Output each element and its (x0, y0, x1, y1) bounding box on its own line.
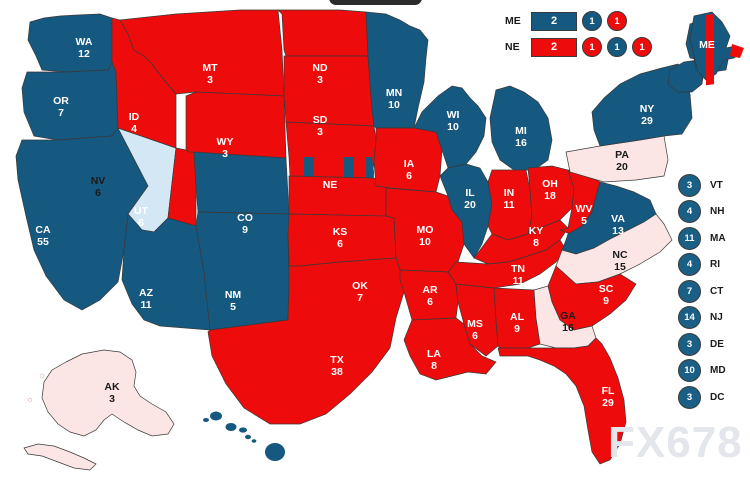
small-state-votes-NJ: 14 (678, 306, 701, 330)
legend-district-NE-3[interactable]: 1 (632, 37, 652, 57)
legend-district-NE-2[interactable]: 1 (607, 37, 627, 57)
legend-district-ME-1[interactable]: 1 (582, 11, 602, 31)
small-state-votes-MD: 10 (678, 359, 701, 383)
ne-district-stripes (304, 157, 374, 182)
state-OR[interactable] (22, 62, 118, 140)
state-NE[interactable] (286, 118, 376, 182)
legend-statewide-votes-NE[interactable]: 2 (531, 37, 577, 57)
me-accent-tip (730, 44, 744, 58)
top-toolbar-pill (329, 0, 422, 5)
small-state-row-MD[interactable]: 10 MD (678, 358, 726, 385)
state-SD[interactable] (284, 56, 374, 126)
small-state-row-DC[interactable]: 3 DC (678, 384, 726, 411)
small-state-abbr-VT: VT (710, 179, 723, 191)
legend-label-NE: NE (505, 41, 520, 53)
me-district-stripe (706, 14, 714, 86)
small-state-abbr-NH: NH (710, 206, 725, 218)
small-state-votes-CT: 7 (678, 279, 701, 303)
state-MI[interactable] (490, 86, 552, 170)
small-state-row-RI[interactable]: 4 RI (678, 252, 726, 279)
small-state-abbr-CT: CT (710, 285, 724, 297)
state-CA[interactable] (16, 128, 148, 310)
state-IL[interactable] (440, 164, 492, 258)
legend-statewide-votes-ME[interactable]: 2 (531, 11, 577, 31)
state-IN[interactable] (488, 170, 532, 240)
small-state-row-DE[interactable]: 3 DE (678, 331, 726, 358)
small-state-votes-DC: 3 (678, 385, 701, 409)
small-state-votes-RI: 4 (678, 253, 701, 277)
small-state-abbr-MA: MA (710, 232, 726, 244)
state-NY[interactable] (592, 64, 692, 146)
legend-row-NE: NE 2 1 1 1 (505, 36, 657, 58)
legend-label-ME: ME (505, 15, 521, 27)
small-state-abbr-MD: MD (710, 365, 726, 377)
small-state-row-VT[interactable]: 3 VT (678, 172, 726, 199)
legend-row-ME: ME 2 1 1 (505, 10, 657, 32)
state-MT[interactable] (120, 10, 284, 96)
state-AR[interactable] (400, 270, 458, 320)
state-WA[interactable] (28, 14, 112, 72)
state-ND[interactable] (278, 10, 368, 56)
small-states-list: 3 VT 4 NH 11 MA 4 RI 7 CT 14 NJ 3 DE 10 MD 3 DC (678, 172, 726, 411)
small-state-row-NH[interactable]: 4 NH (678, 199, 726, 226)
legend-district-ME-2[interactable]: 1 (607, 11, 627, 31)
small-state-row-NJ[interactable]: 14 NJ (678, 305, 726, 332)
small-state-abbr-RI: RI (710, 259, 720, 271)
state-WY[interactable] (186, 92, 286, 158)
state-AL[interactable] (494, 288, 540, 348)
small-state-row-MA[interactable]: 11 MA (678, 225, 726, 252)
legend-district-NE-1[interactable]: 1 (582, 37, 602, 57)
small-state-abbr-NJ: NJ (710, 312, 723, 324)
small-state-votes-DE: 3 (678, 332, 701, 356)
state-TX[interactable] (208, 234, 404, 424)
state-FL[interactable] (498, 338, 626, 464)
state-ME[interactable] (690, 10, 744, 90)
small-state-abbr-DE: DE (710, 338, 724, 350)
small-state-abbr-DC: DC (710, 391, 725, 403)
state-OK[interactable] (288, 214, 396, 266)
svg-text:HI 4: HI 4 (239, 446, 258, 458)
small-state-votes-VT: 3 (678, 173, 701, 197)
state-CO[interactable] (194, 152, 289, 214)
watermark: FX678 (608, 418, 743, 467)
small-state-row-CT[interactable]: 7 CT (678, 278, 726, 305)
state-NM[interactable] (196, 212, 289, 330)
state-AK[interactable] (24, 350, 174, 470)
small-state-votes-NH: 4 (678, 200, 701, 224)
state-IA[interactable] (374, 128, 442, 192)
state-WI[interactable] (414, 86, 486, 168)
state-label-HI-4: HI 4 (239, 446, 258, 458)
state-HI[interactable] (203, 411, 285, 462)
state-KS[interactable] (289, 176, 386, 216)
state-MN[interactable] (366, 12, 428, 128)
small-state-votes-MA: 11 (678, 226, 701, 250)
me-ne-split-legend: ME 2 1 1 NE 2 1 1 1 (505, 10, 657, 62)
